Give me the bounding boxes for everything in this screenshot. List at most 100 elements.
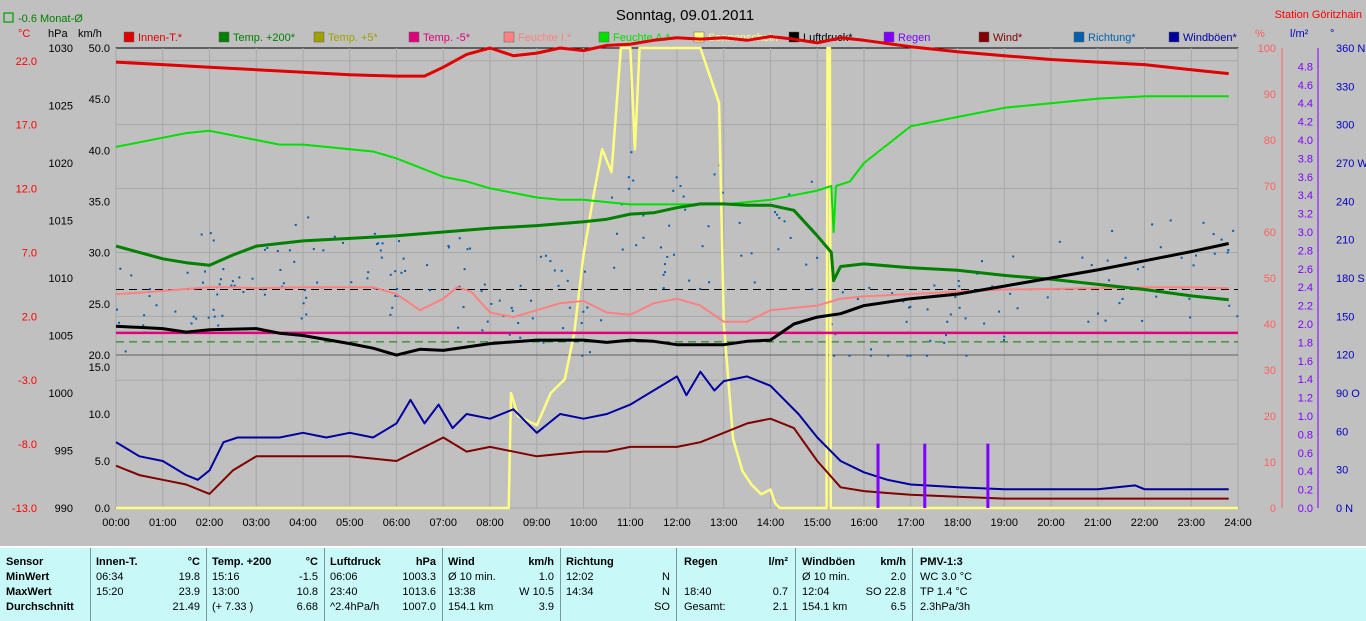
direction-point [965, 354, 968, 357]
pressure-tick-label: 1010 [49, 273, 73, 285]
summary-separator [90, 548, 91, 621]
direction-point [958, 285, 961, 288]
rain-tick-label: 1.2 [1298, 393, 1313, 405]
direction-point [263, 293, 266, 296]
direction-point [1104, 319, 1107, 322]
direction-point [684, 208, 687, 211]
summary-temp200-avg-note: (+ 7.33 ) [212, 601, 254, 613]
direction-point [776, 213, 779, 216]
direction-point [663, 263, 666, 266]
summary-luftdruck-avg-value: 1007.0 [402, 601, 436, 613]
direction-point [1189, 316, 1192, 319]
direction-point [376, 242, 379, 245]
time-tick-label: 02:00 [196, 517, 224, 529]
direction-point [251, 277, 254, 280]
summary-innen-avg-value: 21.49 [172, 601, 200, 613]
legend-label: Wind* [993, 32, 1023, 44]
direction-point [119, 267, 122, 270]
direction-point [307, 216, 310, 219]
direction-point [186, 271, 189, 274]
direction-tick-label: 120 [1336, 350, 1354, 362]
direction-point [447, 244, 450, 247]
weather-chart: -0.6 Monat-Ø Sonntag, 09.01.2011 Station… [3, 7, 1366, 529]
time-tick-label: 07:00 [429, 517, 457, 529]
direction-point [701, 245, 704, 248]
direction-point [192, 315, 195, 318]
speed-tick-label: 20.0 [89, 350, 110, 362]
direction-point [212, 308, 215, 311]
series-line-sonnenschein [116, 46, 1238, 510]
direction-point [116, 308, 119, 311]
direction-point [118, 321, 121, 324]
summary-innen-min-value: 19.8 [178, 571, 200, 583]
direction-point [1121, 297, 1124, 300]
speed-tick-label: 45.0 [89, 94, 110, 106]
direction-point [1226, 251, 1229, 254]
speed-tick-label: 50.0 [89, 43, 110, 55]
percent-tick-label: 80 [1264, 135, 1276, 147]
direction-point [833, 354, 836, 357]
speed-tick-label: 40.0 [89, 145, 110, 157]
direction-point [519, 284, 522, 287]
time-tick-label: 06:00 [383, 517, 411, 529]
summary-pmv-tp: TP 1.4 °C [920, 586, 968, 598]
temp-tick-label: -13.0 [12, 503, 37, 515]
rain-tick-label: 0.0 [1298, 503, 1313, 515]
summary-regen-max-value: 0.7 [772, 586, 788, 598]
legend-label: Windböen* [1183, 32, 1238, 44]
speed-tick-label: 10.0 [89, 409, 110, 421]
legend-label: Feuchte I.* [518, 32, 572, 44]
speed-tick-label: 0.0 [95, 503, 110, 515]
direction-point [1124, 256, 1127, 259]
summary-wind-min-time: Ø 10 min. [448, 571, 496, 583]
percent-tick-label: 70 [1264, 181, 1276, 193]
direction-point [958, 306, 961, 309]
summary-panel: Sensor MinWert MaxWert Durchschnitt Inne… [0, 546, 1366, 621]
direction-point [486, 320, 489, 323]
direction-point [302, 302, 305, 305]
direction-point [811, 288, 814, 291]
direction-point [868, 286, 871, 289]
summary-temp200-avg-value: 6.68 [296, 601, 318, 613]
direction-point [190, 322, 193, 325]
direction-point [367, 271, 370, 274]
summary-pmv-col: PMV-1:3 WC 3.0 °C TP 1.4 °C 2.3hPa/3h [920, 555, 1030, 617]
rain-tick-label: 2.0 [1298, 319, 1313, 331]
direction-point [783, 220, 786, 223]
direction-point [213, 315, 216, 318]
direction-point [124, 350, 127, 353]
time-tick-label: 13:00 [710, 517, 738, 529]
time-tick-label: 04:00 [289, 517, 317, 529]
summary-label-avg: Durchschnitt [6, 601, 74, 613]
summary-wind-head: Wind [448, 556, 475, 568]
unit-direction: ° [1330, 28, 1334, 40]
direction-point [909, 354, 912, 357]
direction-tick-label: 300 [1336, 120, 1354, 132]
direction-point [203, 270, 206, 273]
direction-point [282, 282, 285, 285]
direction-point [581, 354, 584, 357]
direction-point [699, 287, 702, 290]
rain-tick-label: 0.6 [1298, 448, 1313, 460]
summary-regen-unit: l/m² [768, 556, 788, 568]
direction-tick-label: 0 N [1336, 503, 1353, 515]
direction-point [1194, 254, 1197, 257]
summary-separator [912, 548, 913, 621]
direction-point [707, 225, 710, 228]
legend-swatch [503, 31, 515, 43]
percent-tick-label: 60 [1264, 227, 1276, 239]
summary-wind-avg-note: 154.1 km [448, 601, 494, 613]
percent-tick-label: 50 [1264, 273, 1276, 285]
legend-swatch [978, 31, 990, 43]
temp-tick-label: 17.0 [16, 120, 37, 132]
unit-rain: l/m² [1290, 28, 1309, 40]
rain-tick-label: 3.0 [1298, 227, 1313, 239]
direction-tick-label: 210 [1336, 235, 1354, 247]
summary-luftdruck-avg-note: ^2.4hPa/h [330, 601, 380, 613]
direction-point [397, 240, 400, 243]
rain-tick-label: 4.4 [1298, 98, 1313, 110]
direction-point [688, 279, 691, 282]
time-tick-label: 09:00 [523, 517, 551, 529]
direction-point [312, 247, 315, 250]
time-tick-label: 10:00 [570, 517, 598, 529]
